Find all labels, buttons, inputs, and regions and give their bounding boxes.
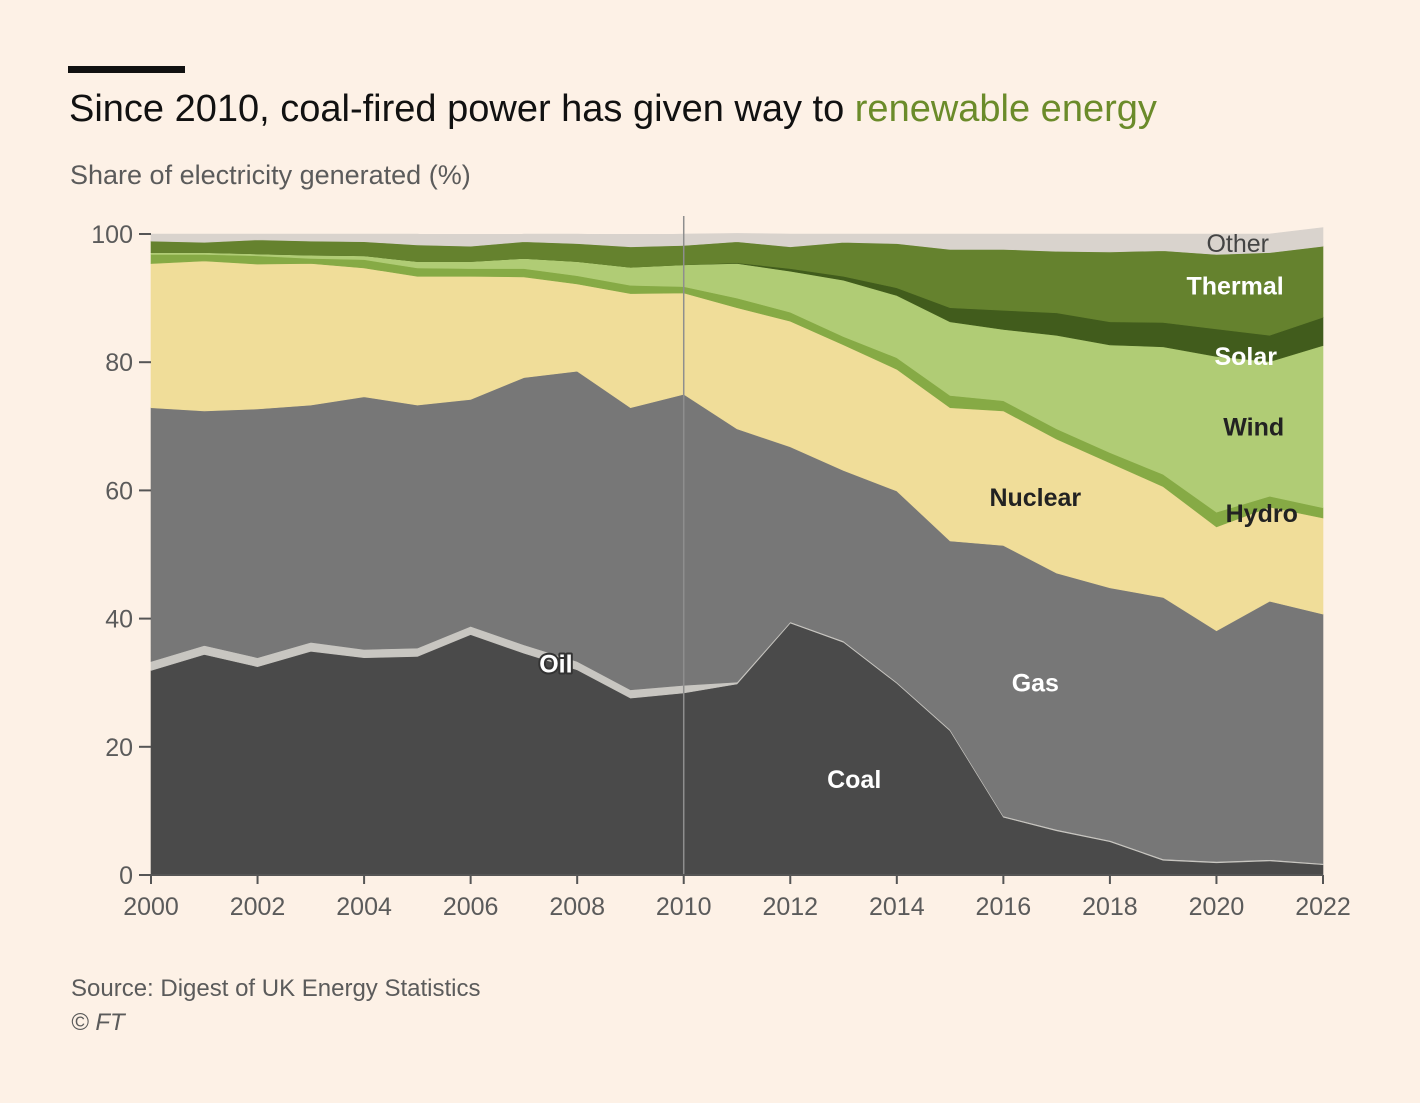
label-oil: Oil <box>539 650 572 678</box>
chart-footer: Source: Digest of UK Energy Statistics ©… <box>71 972 481 1040</box>
x-tick-label-2020: 2020 <box>1189 893 1245 921</box>
x-tick-label-2018: 2018 <box>1082 893 1138 921</box>
label-other: Other <box>1206 230 1269 258</box>
chart-subtitle: Share of electricity generated (%) <box>70 160 471 190</box>
chart-title: Since 2010, coal-fired power has given w… <box>69 88 1157 131</box>
x-tick-label-2000: 2000 <box>123 893 179 921</box>
label-nuclear: Nuclear <box>989 484 1081 512</box>
x-tick-label-2008: 2008 <box>549 893 605 921</box>
x-tick-label-2022: 2022 <box>1295 893 1351 921</box>
y-tick-label-40: 40 <box>105 606 133 634</box>
label-wind: Wind <box>1223 413 1284 441</box>
title-rule <box>68 66 185 73</box>
title-highlight: renewable energy <box>854 88 1157 130</box>
y-tick-label-60: 60 <box>105 477 133 505</box>
source-note: Source: Digest of UK Energy Statistics <box>71 975 481 1002</box>
x-tick-label-2014: 2014 <box>869 893 925 921</box>
x-tick-label-2002: 2002 <box>230 893 286 921</box>
x-tick-label-2010: 2010 <box>656 893 712 921</box>
label-gas: Gas <box>1012 670 1059 698</box>
copyright: © FT <box>71 1009 125 1036</box>
label-solar: Solar <box>1214 343 1277 371</box>
x-tick-label-2012: 2012 <box>762 893 818 921</box>
x-tick-label-2006: 2006 <box>443 893 499 921</box>
x-tick-label-2016: 2016 <box>976 893 1032 921</box>
x-tick-label-2004: 2004 <box>336 893 392 921</box>
y-tick-label-0: 0 <box>119 862 133 890</box>
area-other <box>150 227 1324 255</box>
label-hydro: Hydro <box>1226 500 1298 528</box>
y-tick-label-100: 100 <box>91 221 133 249</box>
y-tick-label-20: 20 <box>105 734 133 762</box>
area-layers <box>150 227 1324 876</box>
label-coal: Coal <box>827 766 881 794</box>
series-labels: Coal Oil Gas Nuclear Hydro Wind Solar Thermal Ot… <box>537 230 1298 794</box>
y-tick-label-80: 80 <box>105 349 133 377</box>
title-prefix: Since 2010, coal-fired power has given w… <box>69 88 855 130</box>
axes: 2000 2002 2004 2006 2008 2010 2012 2014 2016 2018… <box>91 221 1351 921</box>
label-thermal: Thermal <box>1186 272 1283 300</box>
